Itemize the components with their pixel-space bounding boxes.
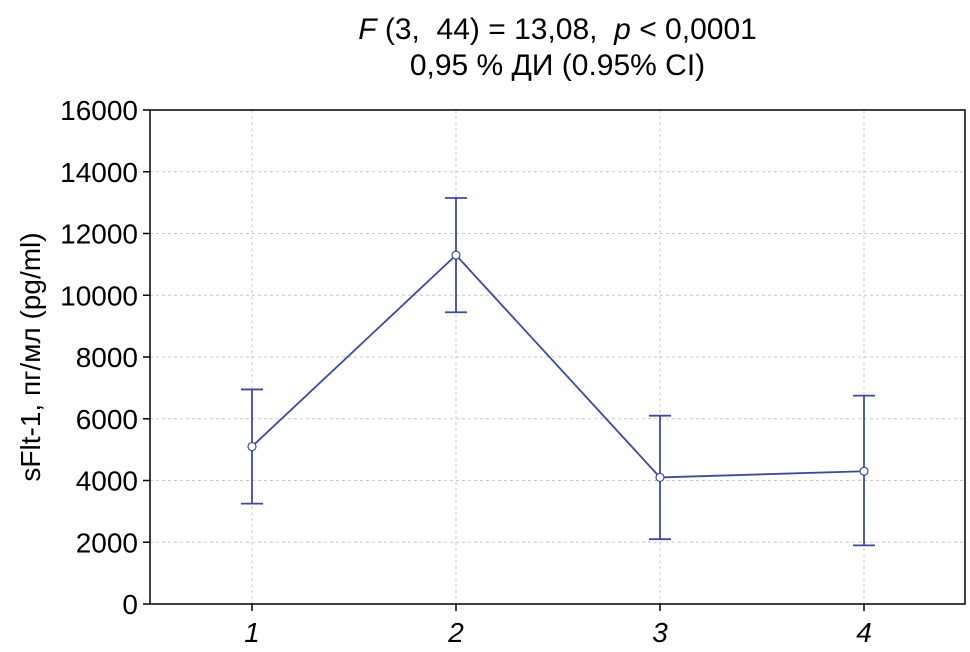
x-axis-ticks: 1 2 3 4 [244, 604, 872, 648]
series-points [247, 250, 869, 483]
mean-point [655, 472, 665, 483]
y-tick-label: 16000 [60, 95, 138, 126]
mean-point [247, 441, 257, 452]
y-tick-label: 6000 [76, 404, 138, 435]
y-tick-label: 12000 [60, 219, 138, 250]
y-axis-title: sFlt-1, пг/мл (pg/ml) [15, 232, 46, 481]
y-tick-label: 8000 [76, 342, 138, 373]
y-tick-label: 4000 [76, 466, 138, 497]
mean-point [859, 466, 869, 476]
x-tick-label: 2 [447, 617, 464, 648]
chart-title: F (3, 44) = 13,08, p < 0,0001 0,95 % ДИ … [150, 12, 965, 84]
x-tick-label: 4 [856, 617, 872, 648]
y-tick-label: 0 [122, 589, 138, 620]
chart-title-line-2: 0,95 % ДИ (0.95% CI) [409, 49, 706, 82]
y-tick-label: 2000 [76, 527, 138, 558]
x-tick-label: 1 [244, 617, 260, 648]
confidence-interval-bars [241, 197, 875, 547]
y-tick-label: 10000 [60, 280, 138, 311]
f-statistic-value: (3, 44) = 13,08, [376, 13, 615, 46]
f-statistic-symbol: F [358, 13, 377, 46]
x-tick-label: 3 [652, 617, 668, 648]
p-value-symbol: p [614, 13, 631, 46]
p-value-text: < 0,0001 [630, 13, 757, 46]
y-axis-ticks: 0 2000 4000 6000 8000 10000 12000 14000 16000 [60, 95, 150, 620]
series-mean-line [251, 253, 865, 479]
y-tick-label: 14000 [60, 157, 138, 188]
chart-title-line-1: F (3, 44) = 13,08, p < 0,0001 [150, 12, 965, 48]
mean-line [251, 253, 865, 479]
grid-lines [150, 110, 965, 604]
mean-point [451, 250, 461, 260]
